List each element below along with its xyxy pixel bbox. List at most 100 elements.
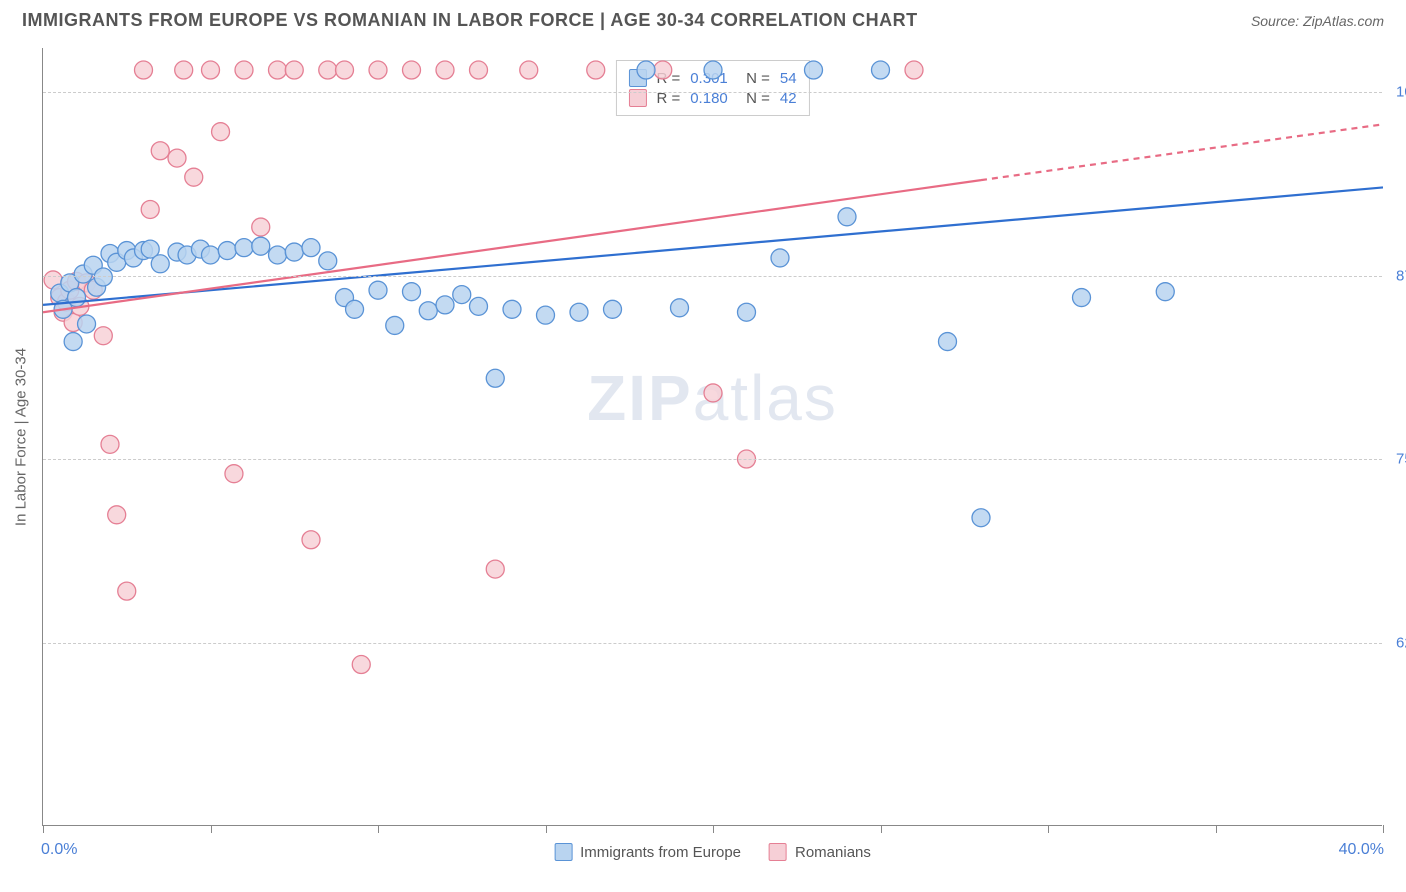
grid-line [43, 276, 1382, 277]
data-point [168, 149, 186, 167]
y-axis-title: In Labor Force | Age 30-34 [13, 347, 30, 525]
y-tick-label: 87.5% [1388, 267, 1406, 284]
legend-swatch-europe [554, 843, 572, 861]
data-point [805, 61, 823, 79]
grid-line [43, 643, 1382, 644]
data-point [604, 300, 622, 318]
data-point [470, 297, 488, 315]
x-axis-max-label: 40.0% [1339, 841, 1384, 859]
x-axis-min-label: 0.0% [41, 841, 77, 859]
data-point [151, 142, 169, 160]
data-point [704, 384, 722, 402]
data-point [202, 61, 220, 79]
data-point [671, 299, 689, 317]
data-point [838, 208, 856, 226]
data-point [436, 61, 454, 79]
data-point [939, 333, 957, 351]
legend-item: Immigrants from Europe [554, 843, 741, 861]
data-point [1073, 289, 1091, 307]
data-point [151, 255, 169, 273]
legend-swatch-romanians [769, 843, 787, 861]
series-legend: Immigrants from Europe Romanians [554, 843, 871, 861]
grid-line [43, 92, 1382, 93]
data-point [386, 316, 404, 334]
x-tick [1383, 825, 1384, 833]
data-point [336, 61, 354, 79]
data-point [319, 252, 337, 270]
data-point [704, 61, 722, 79]
data-point [738, 303, 756, 321]
grid-line [43, 459, 1382, 460]
x-tick [43, 825, 44, 833]
data-point [78, 315, 96, 333]
data-point [369, 281, 387, 299]
chart-area: In Labor Force | Age 30-34 ZIPatlas R = … [42, 48, 1382, 826]
data-point [587, 61, 605, 79]
x-tick [1216, 825, 1217, 833]
data-point [470, 61, 488, 79]
legend-label: Romanians [795, 844, 871, 861]
x-tick [546, 825, 547, 833]
chart-source: Source: ZipAtlas.com [1251, 13, 1384, 29]
data-point [269, 246, 287, 264]
plot-svg [43, 48, 1383, 826]
data-point [419, 302, 437, 320]
x-tick [1048, 825, 1049, 833]
data-point [285, 61, 303, 79]
data-point [135, 61, 153, 79]
data-point [453, 286, 471, 304]
data-point [486, 560, 504, 578]
chart-title: IMMIGRANTS FROM EUROPE VS ROMANIAN IN LA… [22, 10, 918, 31]
data-point [185, 168, 203, 186]
x-tick [211, 825, 212, 833]
data-point [118, 582, 136, 600]
x-tick [881, 825, 882, 833]
data-point [1156, 283, 1174, 301]
data-point [436, 296, 454, 314]
data-point [654, 61, 672, 79]
data-point [68, 289, 86, 307]
data-point [225, 465, 243, 483]
data-point [64, 333, 82, 351]
legend-label: Immigrants from Europe [580, 844, 741, 861]
data-point [972, 509, 990, 527]
data-point [520, 61, 538, 79]
data-point [403, 283, 421, 301]
data-point [235, 239, 253, 257]
data-point [302, 239, 320, 257]
data-point [503, 300, 521, 318]
data-point [403, 61, 421, 79]
data-point [285, 243, 303, 261]
trend-line [981, 124, 1383, 180]
data-point [369, 61, 387, 79]
data-point [252, 218, 270, 236]
data-point [212, 123, 230, 141]
data-point [352, 656, 370, 674]
y-tick-label: 62.5% [1388, 634, 1406, 651]
data-point [771, 249, 789, 267]
data-point [570, 303, 588, 321]
x-tick [378, 825, 379, 833]
data-point [175, 61, 193, 79]
data-point [319, 61, 337, 79]
data-point [486, 369, 504, 387]
data-point [637, 61, 655, 79]
data-point [235, 61, 253, 79]
y-tick-label: 100.0% [1388, 84, 1406, 101]
data-point [94, 268, 112, 286]
data-point [101, 435, 119, 453]
legend-item: Romanians [769, 843, 871, 861]
data-point [302, 531, 320, 549]
chart-header: IMMIGRANTS FROM EUROPE VS ROMANIAN IN LA… [0, 0, 1406, 37]
data-point [905, 61, 923, 79]
data-point [346, 300, 364, 318]
data-point [537, 306, 555, 324]
y-tick-label: 75.0% [1388, 451, 1406, 468]
data-point [108, 506, 126, 524]
data-point [141, 200, 159, 218]
data-point [252, 237, 270, 255]
data-point [872, 61, 890, 79]
data-point [269, 61, 287, 79]
data-point [202, 246, 220, 264]
x-tick [713, 825, 714, 833]
